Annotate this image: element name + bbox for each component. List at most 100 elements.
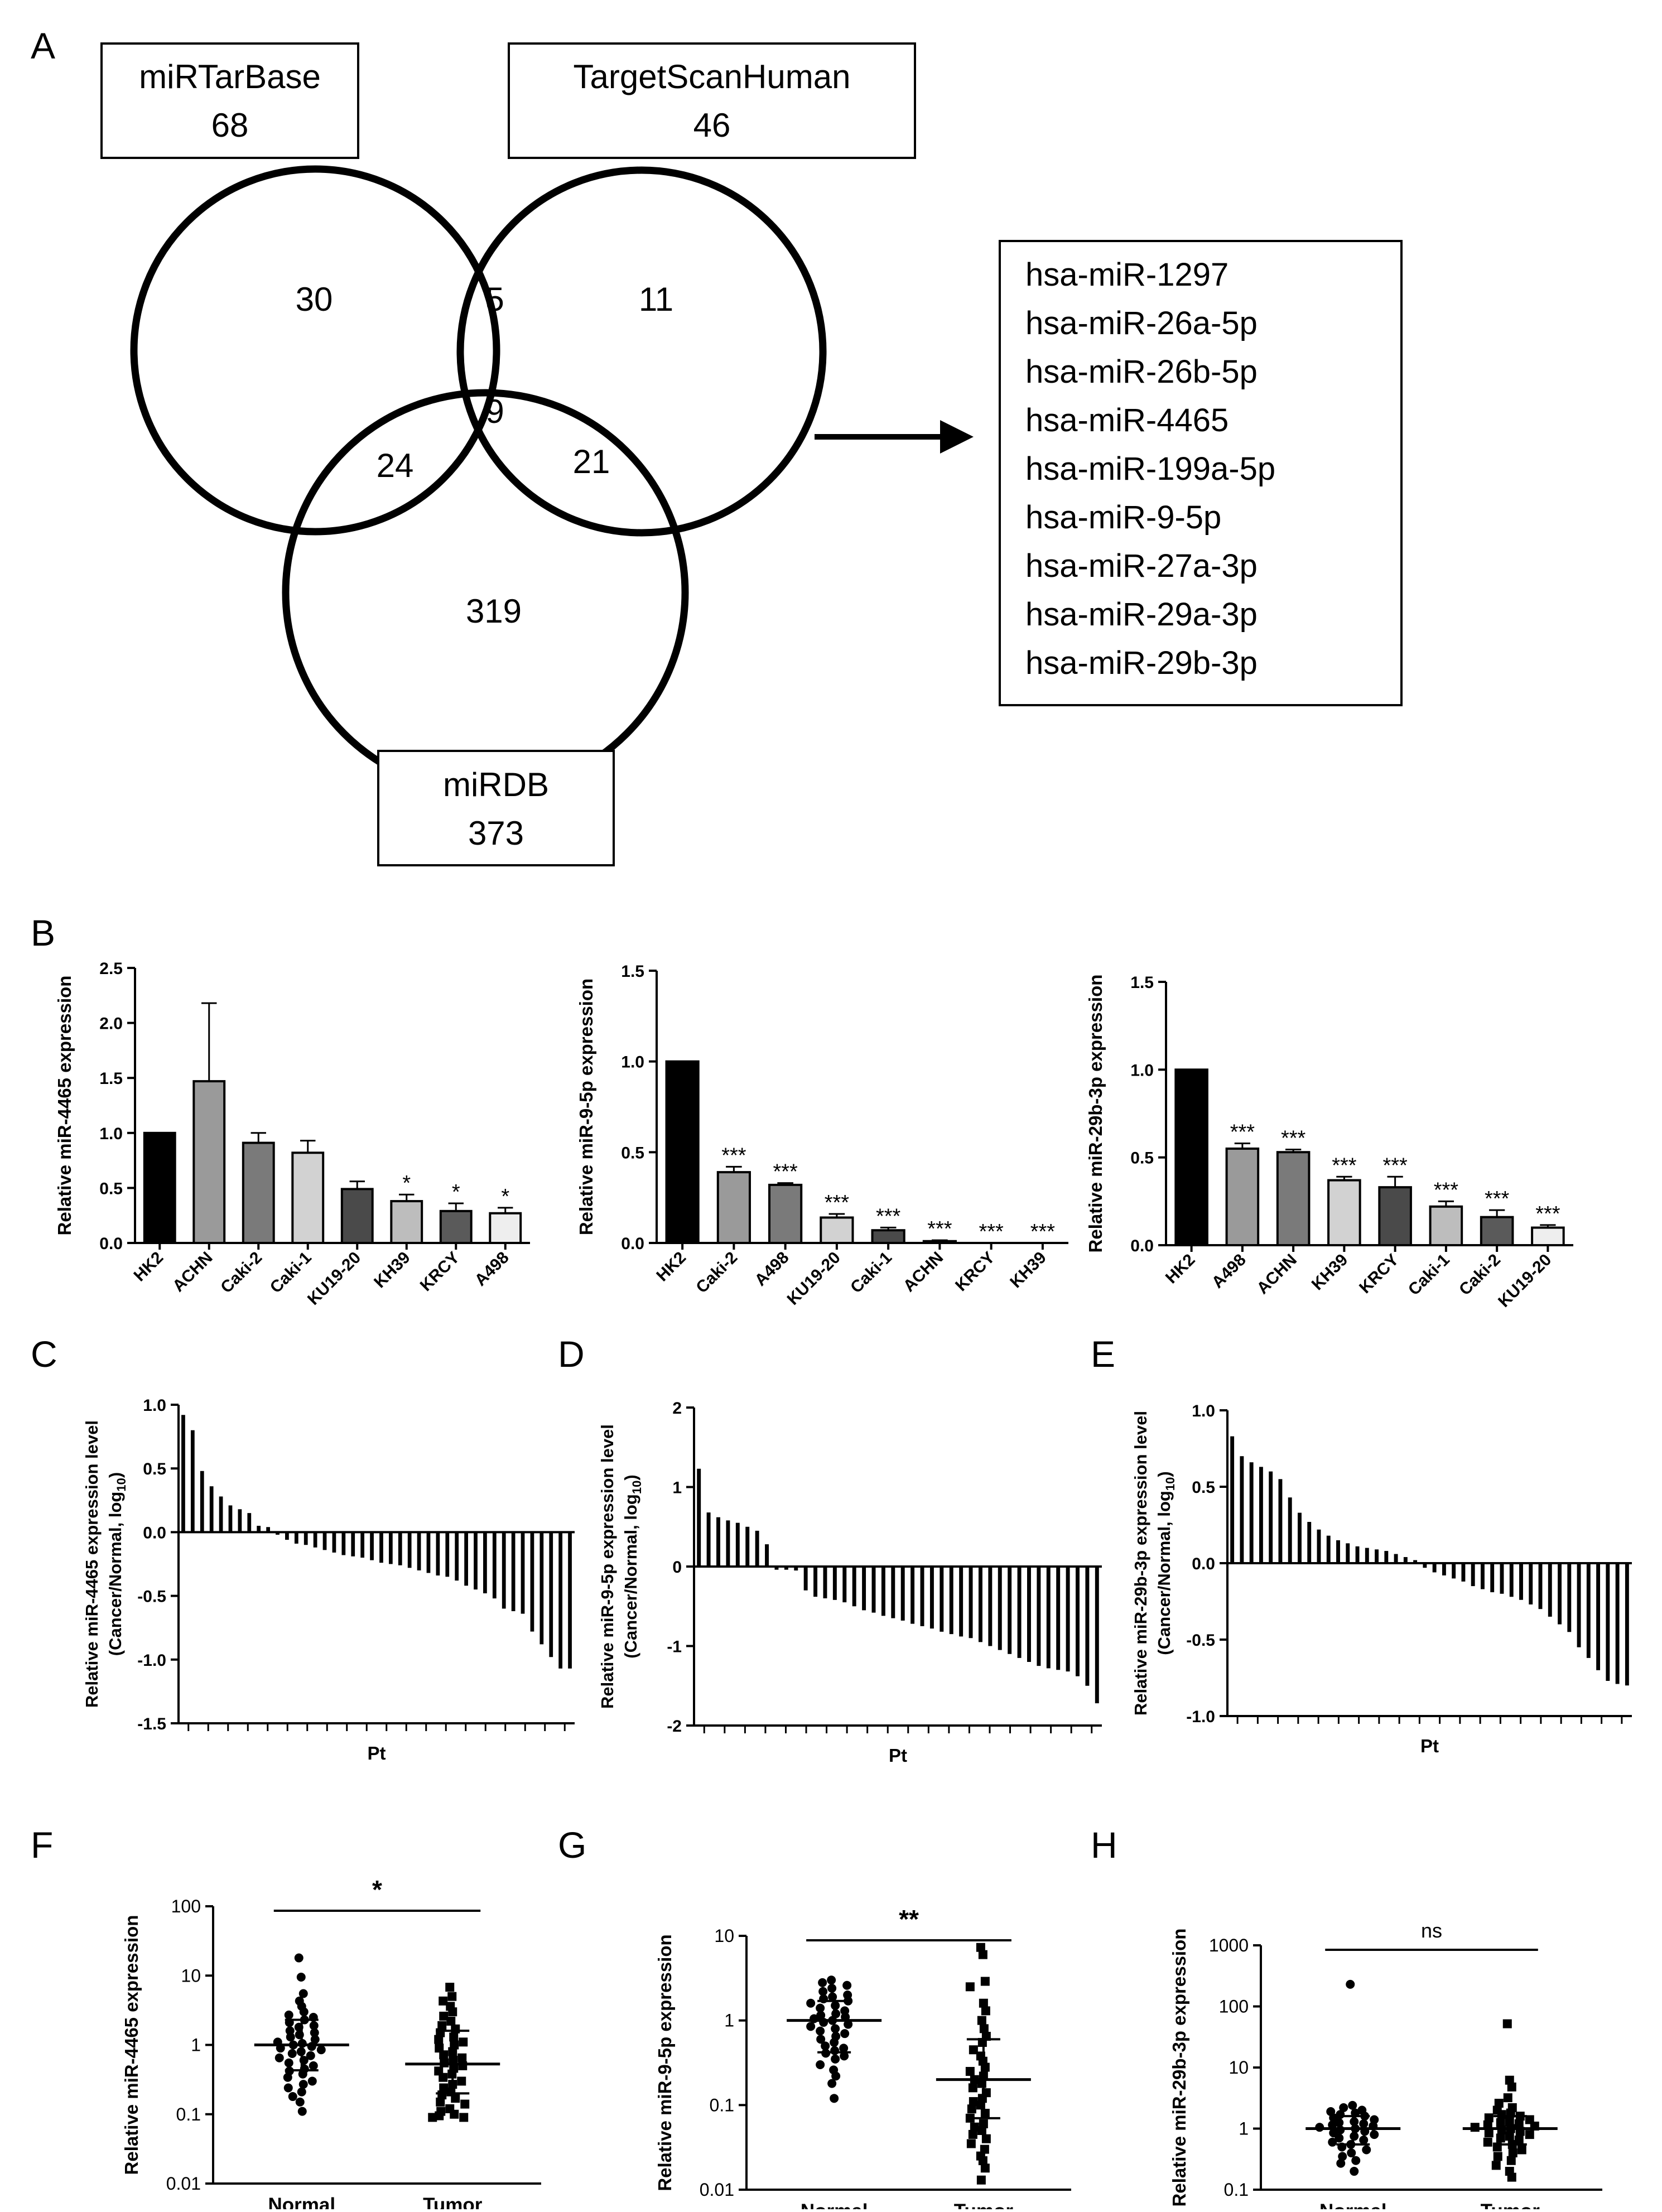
chart-b-mir4465-bar: 0.0 0.5 1.0 1.5 2.0 2.5 Relative miR-4465 expr… — [54, 960, 530, 1309]
y-tick-label: 1.5 — [1130, 974, 1154, 992]
waterfall-bar — [911, 1567, 915, 1624]
waterfall-bar — [891, 1567, 895, 1618]
waterfall-bar — [417, 1532, 421, 1570]
data-point — [1359, 2135, 1369, 2144]
chart-c-waterfall: -1.5 -1.0 -0.5 0.0 0.5 1.0 Pt Relative miR-4465… — [82, 1396, 575, 1763]
y-tick-label: 0.5 — [621, 1144, 644, 1162]
waterfall-bar — [398, 1532, 402, 1565]
data-point — [1370, 2130, 1379, 2139]
data-point — [439, 1996, 448, 2006]
data-point — [460, 2099, 470, 2109]
waterfall-bar — [445, 1532, 450, 1577]
y-tick-label: -1.5 — [137, 1715, 166, 1733]
bar — [1327, 1179, 1361, 1246]
y-tick-label: 1.5 — [621, 962, 644, 981]
y-tick-label: 0.5 — [143, 1460, 166, 1478]
bar — [439, 1209, 473, 1245]
y-axis-label-close: ) — [105, 1472, 125, 1478]
waterfall-bar — [379, 1532, 383, 1563]
waterfall-bar — [1394, 1554, 1398, 1563]
data-point — [1496, 2133, 1505, 2143]
data-point — [839, 2044, 849, 2053]
data-point — [978, 2156, 987, 2166]
data-point — [981, 2134, 991, 2143]
y-tick-label: 0.0 — [99, 1235, 123, 1253]
waterfall-bar — [1461, 1563, 1466, 1582]
data-point — [844, 2020, 853, 2029]
common-mirna-box — [999, 240, 1403, 706]
panel-letter-g: G — [558, 1824, 586, 1866]
waterfall-bar — [1423, 1563, 1427, 1568]
y-axis-label: Relative miR-4465 expression — [121, 1915, 142, 2175]
bar — [291, 1151, 325, 1244]
waterfall-bar — [530, 1532, 534, 1632]
y-tick-label: 1 — [191, 2035, 201, 2055]
significance-mark: *** — [979, 1220, 1004, 1244]
data-point — [316, 2045, 326, 2055]
venn-region-mirtarbase-targetscan: 5 — [485, 281, 504, 318]
waterfall-bar — [1432, 1563, 1437, 1573]
data-point — [310, 2028, 319, 2037]
x-tick-label: HK2 — [653, 1249, 690, 1285]
data-point — [1493, 2152, 1502, 2161]
panel-letter-d: D — [558, 1333, 585, 1375]
waterfall-bar — [1375, 1549, 1379, 1563]
significance-mark: *** — [1485, 1187, 1510, 1211]
significance-mark: *** — [825, 1191, 850, 1215]
data-point — [981, 2006, 990, 2016]
waterfall-bar — [388, 1532, 393, 1564]
x-tick-label: Caki-1 — [847, 1249, 895, 1297]
data-point — [309, 2061, 318, 2070]
chart-f-scatter: 0.01 0.1 1 10 100 Relative miR-4465 expressio… — [121, 1875, 541, 2212]
x-axis-label: Pt — [368, 1743, 386, 1763]
y-tick-label: 1 — [724, 2011, 734, 2031]
data-point — [439, 2083, 449, 2093]
waterfall-bar — [881, 1567, 885, 1616]
significance-mark: *** — [1030, 1220, 1056, 1244]
data-point — [437, 2021, 447, 2030]
y-tick-label: 0.1 — [1224, 2180, 1249, 2200]
y-tick-label: 1000 — [1209, 1935, 1249, 1955]
waterfall-bar — [209, 1486, 214, 1533]
y-tick-label: 0 — [672, 1558, 682, 1577]
x-tick-label: KU19-20 — [784, 1249, 844, 1309]
data-point — [1351, 2156, 1361, 2165]
data-point — [284, 2010, 293, 2020]
x-tick-label: ACHN — [900, 1249, 947, 1296]
waterfall-bar — [257, 1525, 261, 1533]
data-point — [459, 2037, 468, 2047]
data-point — [457, 2076, 466, 2086]
waterfall-bar — [1056, 1567, 1061, 1670]
chart-d-waterfall: -2 -1 0 1 2 Pt Relative miR-9-5p expression le… — [598, 1399, 1102, 1766]
waterfall-bar — [706, 1512, 711, 1567]
data-point — [818, 1978, 827, 1987]
data-point — [1496, 2118, 1505, 2127]
significance-mark: *** — [1382, 1154, 1408, 1177]
x-axis-label: Pt — [889, 1745, 907, 1766]
waterfall-bar — [549, 1532, 553, 1657]
waterfall-bar — [313, 1532, 317, 1548]
data-point — [1484, 2128, 1494, 2138]
significance-mark: *** — [1230, 1120, 1255, 1144]
y-tick-label: 0.01 — [700, 2180, 734, 2200]
data-point — [827, 1975, 836, 1985]
waterfall-bar — [832, 1567, 837, 1600]
x-tick-label: Tumor — [1481, 2200, 1540, 2209]
data-point — [283, 2073, 292, 2082]
waterfall-bar — [1346, 1543, 1350, 1563]
waterfall-bar — [1085, 1567, 1090, 1686]
waterfall-bar — [492, 1532, 497, 1599]
waterfall-bar — [1027, 1567, 1031, 1662]
data-point — [295, 2097, 305, 2107]
x-tick-label: KU19-20 — [304, 1249, 364, 1309]
data-point — [842, 1980, 852, 1990]
data-point — [439, 2011, 449, 2021]
x-tick-label: A498 — [471, 1249, 513, 1290]
y-axis-label-close: ) — [1154, 1471, 1174, 1477]
data-point — [435, 2044, 444, 2053]
x-tick-label: Tumor — [954, 2200, 1014, 2209]
bar — [768, 1183, 803, 1244]
significance-mark: * — [402, 1172, 411, 1195]
significance-mark: ** — [899, 1905, 919, 1934]
